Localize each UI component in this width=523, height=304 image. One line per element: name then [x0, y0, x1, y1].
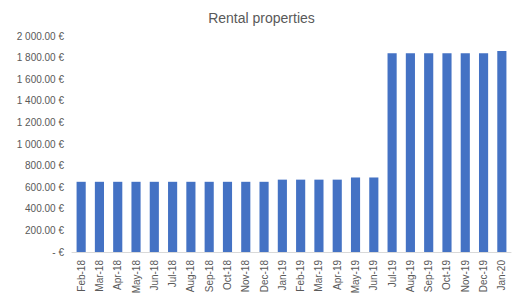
svg-text:Oct-18: Oct-18 — [222, 260, 233, 290]
svg-text:1 400.00 €: 1 400.00 € — [17, 95, 65, 106]
svg-text:- €: - € — [52, 247, 64, 258]
svg-text:May-18: May-18 — [131, 260, 142, 294]
svg-text:Mar-19: Mar-19 — [313, 260, 324, 292]
svg-text:800.00 €: 800.00 € — [25, 160, 64, 171]
svg-text:Jan-20: Jan-20 — [496, 260, 507, 291]
svg-text:Feb-19: Feb-19 — [295, 260, 306, 292]
svg-text:Feb-18: Feb-18 — [76, 260, 87, 292]
svg-text:May-19: May-19 — [350, 260, 361, 294]
svg-text:Sep-19: Sep-19 — [423, 260, 434, 293]
svg-text:Rental properties: Rental properties — [208, 10, 315, 26]
svg-text:600.00 €: 600.00 € — [25, 182, 64, 193]
svg-text:Mar-18: Mar-18 — [94, 260, 105, 292]
svg-text:400.00 €: 400.00 € — [25, 203, 64, 214]
svg-text:Jun-18: Jun-18 — [149, 260, 160, 291]
svg-text:1 000.00 €: 1 000.00 € — [17, 139, 65, 150]
svg-text:Nov-18: Nov-18 — [240, 260, 251, 293]
svg-text:Jul-19: Jul-19 — [387, 260, 398, 288]
svg-text:Oct-19: Oct-19 — [441, 260, 452, 290]
svg-text:Apr-18: Apr-18 — [112, 260, 123, 290]
svg-text:200.00 €: 200.00 € — [25, 225, 64, 236]
svg-text:1 200.00 €: 1 200.00 € — [17, 117, 65, 128]
svg-text:Apr-19: Apr-19 — [332, 260, 343, 290]
svg-text:1 600.00 €: 1 600.00 € — [17, 74, 65, 85]
svg-text:Sep-18: Sep-18 — [204, 260, 215, 293]
svg-text:1 800.00 €: 1 800.00 € — [17, 52, 65, 63]
svg-text:Dec-19: Dec-19 — [478, 260, 489, 293]
svg-text:2 000.00 €: 2 000.00 € — [17, 31, 65, 42]
svg-text:Dec-18: Dec-18 — [259, 260, 270, 293]
svg-text:Aug-18: Aug-18 — [185, 260, 196, 293]
svg-text:Jan-19: Jan-19 — [277, 260, 288, 291]
svg-text:Aug-19: Aug-19 — [405, 260, 416, 293]
svg-text:Jun-19: Jun-19 — [368, 260, 379, 291]
svg-text:Nov-19: Nov-19 — [460, 260, 471, 293]
svg-text:Jul-18: Jul-18 — [167, 260, 178, 288]
